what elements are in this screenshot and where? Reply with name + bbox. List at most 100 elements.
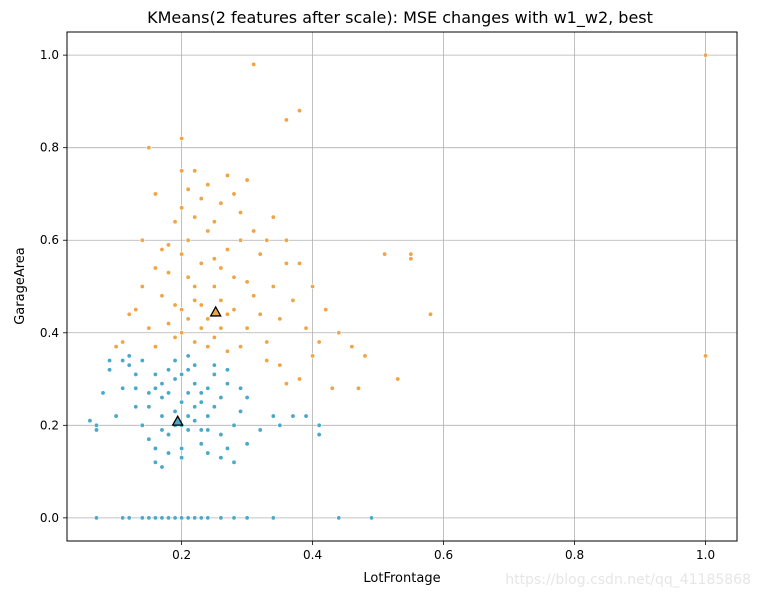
y-tick-label: 0.8 [40,141,59,155]
data-point-cluster-2 [283,117,289,123]
data-point-cluster-1 [205,427,211,433]
data-point-cluster-1 [205,450,211,456]
data-point-cluster-1 [107,367,113,373]
data-point-cluster-2 [224,246,230,252]
data-point-cluster-1 [159,427,165,433]
data-point-cluster-2 [166,321,172,327]
data-point-cluster-2 [179,135,185,141]
data-point-cluster-2 [120,339,126,345]
y-tick-label: 0.4 [40,326,59,340]
data-point-cluster-1 [238,385,244,391]
data-point-cluster-2 [205,182,211,188]
data-point-cluster-1 [133,371,139,377]
data-point-cluster-2 [277,362,283,368]
data-point-cluster-2 [316,339,322,345]
data-point-cluster-2 [211,283,217,289]
data-point-cluster-1 [277,422,283,428]
data-point-cluster-1 [224,381,230,387]
data-point-cluster-1 [224,367,230,373]
y-axis-label: GarageArea [13,247,28,325]
data-point-cluster-2 [395,376,401,382]
data-point-cluster-1 [172,515,178,521]
data-point-cluster-2 [192,168,198,174]
data-point-cluster-2 [297,108,303,114]
data-point-cluster-1 [93,515,99,521]
watermark-text: https://blog.csdn.net/qq_41185868 [505,572,751,588]
data-point-cluster-1 [244,441,250,447]
data-point-cluster-2 [185,186,191,192]
data-point-cluster-1 [159,395,165,401]
data-point-cluster-1 [198,515,204,521]
data-point-cluster-2 [211,219,217,225]
data-point-cluster-2 [427,311,433,317]
data-point-cluster-1 [192,515,198,521]
data-point-cluster-1 [166,450,172,456]
data-point-cluster-1 [126,353,132,359]
data-point-cluster-1 [152,371,158,377]
data-point-cluster-2 [297,260,303,266]
data-point-cluster-2 [283,237,289,243]
data-point-cluster-1 [179,445,185,451]
data-point-cluster-1 [120,515,126,521]
data-point-cluster-2 [192,214,198,220]
data-point-cluster-1 [369,515,375,521]
data-point-cluster-2 [133,307,139,313]
data-point-cluster-2 [205,344,211,350]
data-point-cluster-2 [218,325,224,331]
data-point-cluster-2 [205,316,211,322]
data-point-cluster-1 [257,427,263,433]
data-point-cluster-1 [192,404,198,410]
centroid-markers [171,305,222,426]
x-tick-label: 0.6 [434,548,453,562]
data-point-cluster-1 [218,395,224,401]
data-point-cluster-1 [120,358,126,364]
data-point-cluster-2 [179,251,185,257]
data-point-cluster-2 [270,214,276,220]
data-point-cluster-2 [238,237,244,243]
data-point-cluster-1 [166,367,172,373]
data-point-cluster-2 [185,237,191,243]
data-point-cluster-1 [185,515,191,521]
data-point-cluster-2 [152,265,158,271]
data-point-cluster-1 [159,413,165,419]
data-point-cluster-1 [185,413,191,419]
data-point-cluster-1 [198,441,204,447]
data-point-cluster-2 [139,237,145,243]
data-point-cluster-2 [198,325,204,331]
data-point-cluster-2 [179,330,185,336]
x-tick-label: 0.8 [565,548,584,562]
data-point-cluster-1 [211,362,217,368]
data-point-cluster-1 [238,408,244,414]
y-tick-label: 1.0 [40,48,59,62]
data-point-cluster-2 [336,330,342,336]
data-point-cluster-1 [231,459,237,465]
data-point-cluster-2 [172,334,178,340]
data-point-cluster-2 [283,381,289,387]
data-point-cluster-1 [93,422,99,428]
data-point-cluster-2 [224,311,230,317]
data-point-cluster-2 [703,52,709,58]
data-point-cluster-1 [179,399,185,405]
data-point-cluster-2 [362,353,368,359]
data-point-cluster-1 [185,367,191,373]
data-point-cluster-1 [133,385,139,391]
data-point-cluster-1 [290,413,296,419]
data-point-cluster-1 [198,399,204,405]
data-point-cluster-1 [159,381,165,387]
data-point-cluster-2 [211,256,217,262]
data-point-cluster-2 [408,251,414,257]
data-point-cluster-2 [303,325,309,331]
data-point-cluster-2 [172,219,178,225]
data-point-cluster-1 [139,515,145,521]
data-point-cluster-1 [192,381,198,387]
data-point-cluster-1 [218,455,224,461]
data-point-cluster-1 [198,390,204,396]
data-point-cluster-2 [152,191,158,197]
data-point-cluster-2 [244,279,250,285]
data-point-cluster-1 [107,358,113,364]
data-point-cluster-2 [290,297,296,303]
data-point-cluster-1 [159,464,165,470]
data-point-cluster-1 [146,515,152,521]
data-point-cluster-1 [192,362,198,368]
